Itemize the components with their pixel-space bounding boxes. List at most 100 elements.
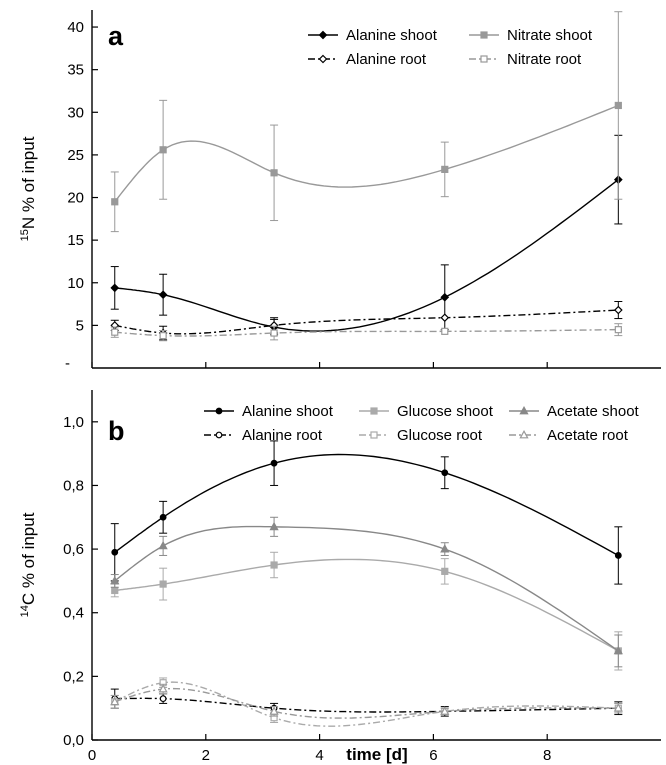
- series-acetate-shoot: [110, 516, 623, 668]
- series-line: [114, 687, 619, 719]
- y-tick-label: 40: [67, 19, 84, 36]
- series-acetate-root: [110, 683, 623, 719]
- panel-letter: a: [108, 21, 124, 51]
- x-tick-label: 6: [429, 747, 437, 764]
- y-tick-label: 0,0: [63, 732, 84, 749]
- series-glucose-shoot: [110, 551, 623, 671]
- series-line: [114, 558, 619, 652]
- legend-entry: Nitrate root: [469, 51, 582, 68]
- series-line: [114, 328, 619, 337]
- x-tick-label: 4: [315, 747, 323, 764]
- data-point: [440, 544, 450, 553]
- data-point: [158, 290, 168, 300]
- y-tick-label: 10: [67, 275, 84, 292]
- y-tick-label: 1,0: [63, 414, 84, 431]
- legend-label: Acetate root: [547, 427, 629, 444]
- data-point: [613, 305, 623, 315]
- series-nitrate-root: [110, 323, 623, 342]
- data-point: [110, 283, 120, 293]
- data-point: [159, 580, 167, 588]
- series-line: [114, 697, 619, 713]
- series-line: [114, 453, 619, 557]
- y-axis-label: 14C % of input: [19, 512, 38, 617]
- legend-entry: Alanine shoot: [308, 27, 438, 44]
- legend-label: Alanine shoot: [242, 403, 334, 420]
- x-axis-title: time [d]: [346, 745, 407, 764]
- data-point: [441, 469, 449, 477]
- legend-label: Alanine root: [346, 51, 427, 68]
- data-point: [111, 548, 119, 556]
- data-point: [110, 696, 120, 706]
- data-point: [269, 706, 279, 715]
- x-tick-label: 2: [202, 747, 210, 764]
- y-tick-label: 5: [76, 317, 84, 334]
- series-alanine-shoot: [110, 440, 623, 585]
- legend-entry: Acetate shoot: [509, 403, 640, 420]
- series-alanine-root: [110, 301, 623, 341]
- legend-entry: Alanine shoot: [204, 403, 334, 420]
- series-alanine-root: [110, 688, 623, 717]
- y-tick-label: 20: [67, 190, 84, 207]
- data-point: [111, 328, 119, 336]
- panel-a: 5 10 15 20 25 30 35 40 - 15N % of input a Alanine s…: [19, 10, 661, 372]
- series-alanine-shoot: [110, 134, 623, 336]
- y-axis-label: 15N % of input: [19, 136, 38, 241]
- series-glucose-root: [110, 677, 623, 727]
- y-tick-label: -: [65, 355, 70, 372]
- data-point: [159, 695, 167, 703]
- data-point: [614, 552, 622, 559]
- legend-marker: [215, 407, 223, 415]
- x-tick-label: 0: [88, 747, 96, 764]
- data-point: [158, 540, 168, 550]
- y-tick-label: 25: [67, 147, 84, 164]
- data-point: [159, 146, 167, 154]
- legend-marker: [480, 55, 488, 63]
- data-point: [440, 292, 450, 302]
- legend-entry: Alanine root: [308, 51, 427, 68]
- y-tick-label: 0,2: [63, 668, 84, 685]
- panel-letter: b: [108, 416, 125, 446]
- data-point: [159, 332, 167, 340]
- data-point: [158, 684, 168, 693]
- legend-label: Alanine shoot: [346, 27, 438, 44]
- panel-b: 0,0 0,2 0,4 0,6 0,8 1,0 0 2 4 6 8 14C % of input b Al…: [19, 390, 661, 764]
- legend-marker: [215, 431, 223, 439]
- y-tick-label: 35: [67, 62, 84, 79]
- legend-label: Nitrate root: [507, 51, 582, 68]
- legend-entry: Alanine root: [204, 427, 323, 444]
- data-point: [110, 575, 120, 585]
- legend-label: Alanine root: [242, 427, 323, 444]
- data-point: [441, 165, 449, 173]
- data-point: [440, 706, 450, 715]
- legend-label: Glucose root: [397, 427, 483, 444]
- data-point: [614, 326, 622, 334]
- legend-marker: [370, 431, 378, 439]
- legend-entry: Glucose shoot: [359, 403, 494, 420]
- data-point: [270, 329, 278, 337]
- legend-label: Acetate shoot: [547, 403, 640, 420]
- data-point: [613, 645, 623, 655]
- y-tick-label: 15: [67, 232, 84, 249]
- y-tick-label: 0,6: [63, 541, 84, 558]
- data-point: [269, 521, 279, 531]
- series-line: [114, 179, 619, 332]
- legend-entry: Nitrate shoot: [469, 27, 593, 44]
- y-tick-label: 0,4: [63, 605, 84, 622]
- series-line: [114, 681, 619, 727]
- legend-marker: [318, 30, 328, 40]
- legend-label: Glucose shoot: [397, 403, 494, 420]
- legend-label: Nitrate shoot: [507, 27, 593, 44]
- series-line: [114, 309, 619, 335]
- data-point: [613, 703, 623, 712]
- data-point: [441, 327, 449, 335]
- data-point: [270, 561, 278, 569]
- data-point: [111, 586, 119, 595]
- legend-entry: Glucose root: [359, 427, 483, 444]
- legend-marker: [519, 429, 529, 439]
- series-line: [114, 525, 619, 652]
- data-point: [614, 101, 622, 110]
- data-point: [270, 169, 278, 177]
- data-point: [159, 513, 167, 521]
- y-tick-label: 0,8: [63, 477, 84, 494]
